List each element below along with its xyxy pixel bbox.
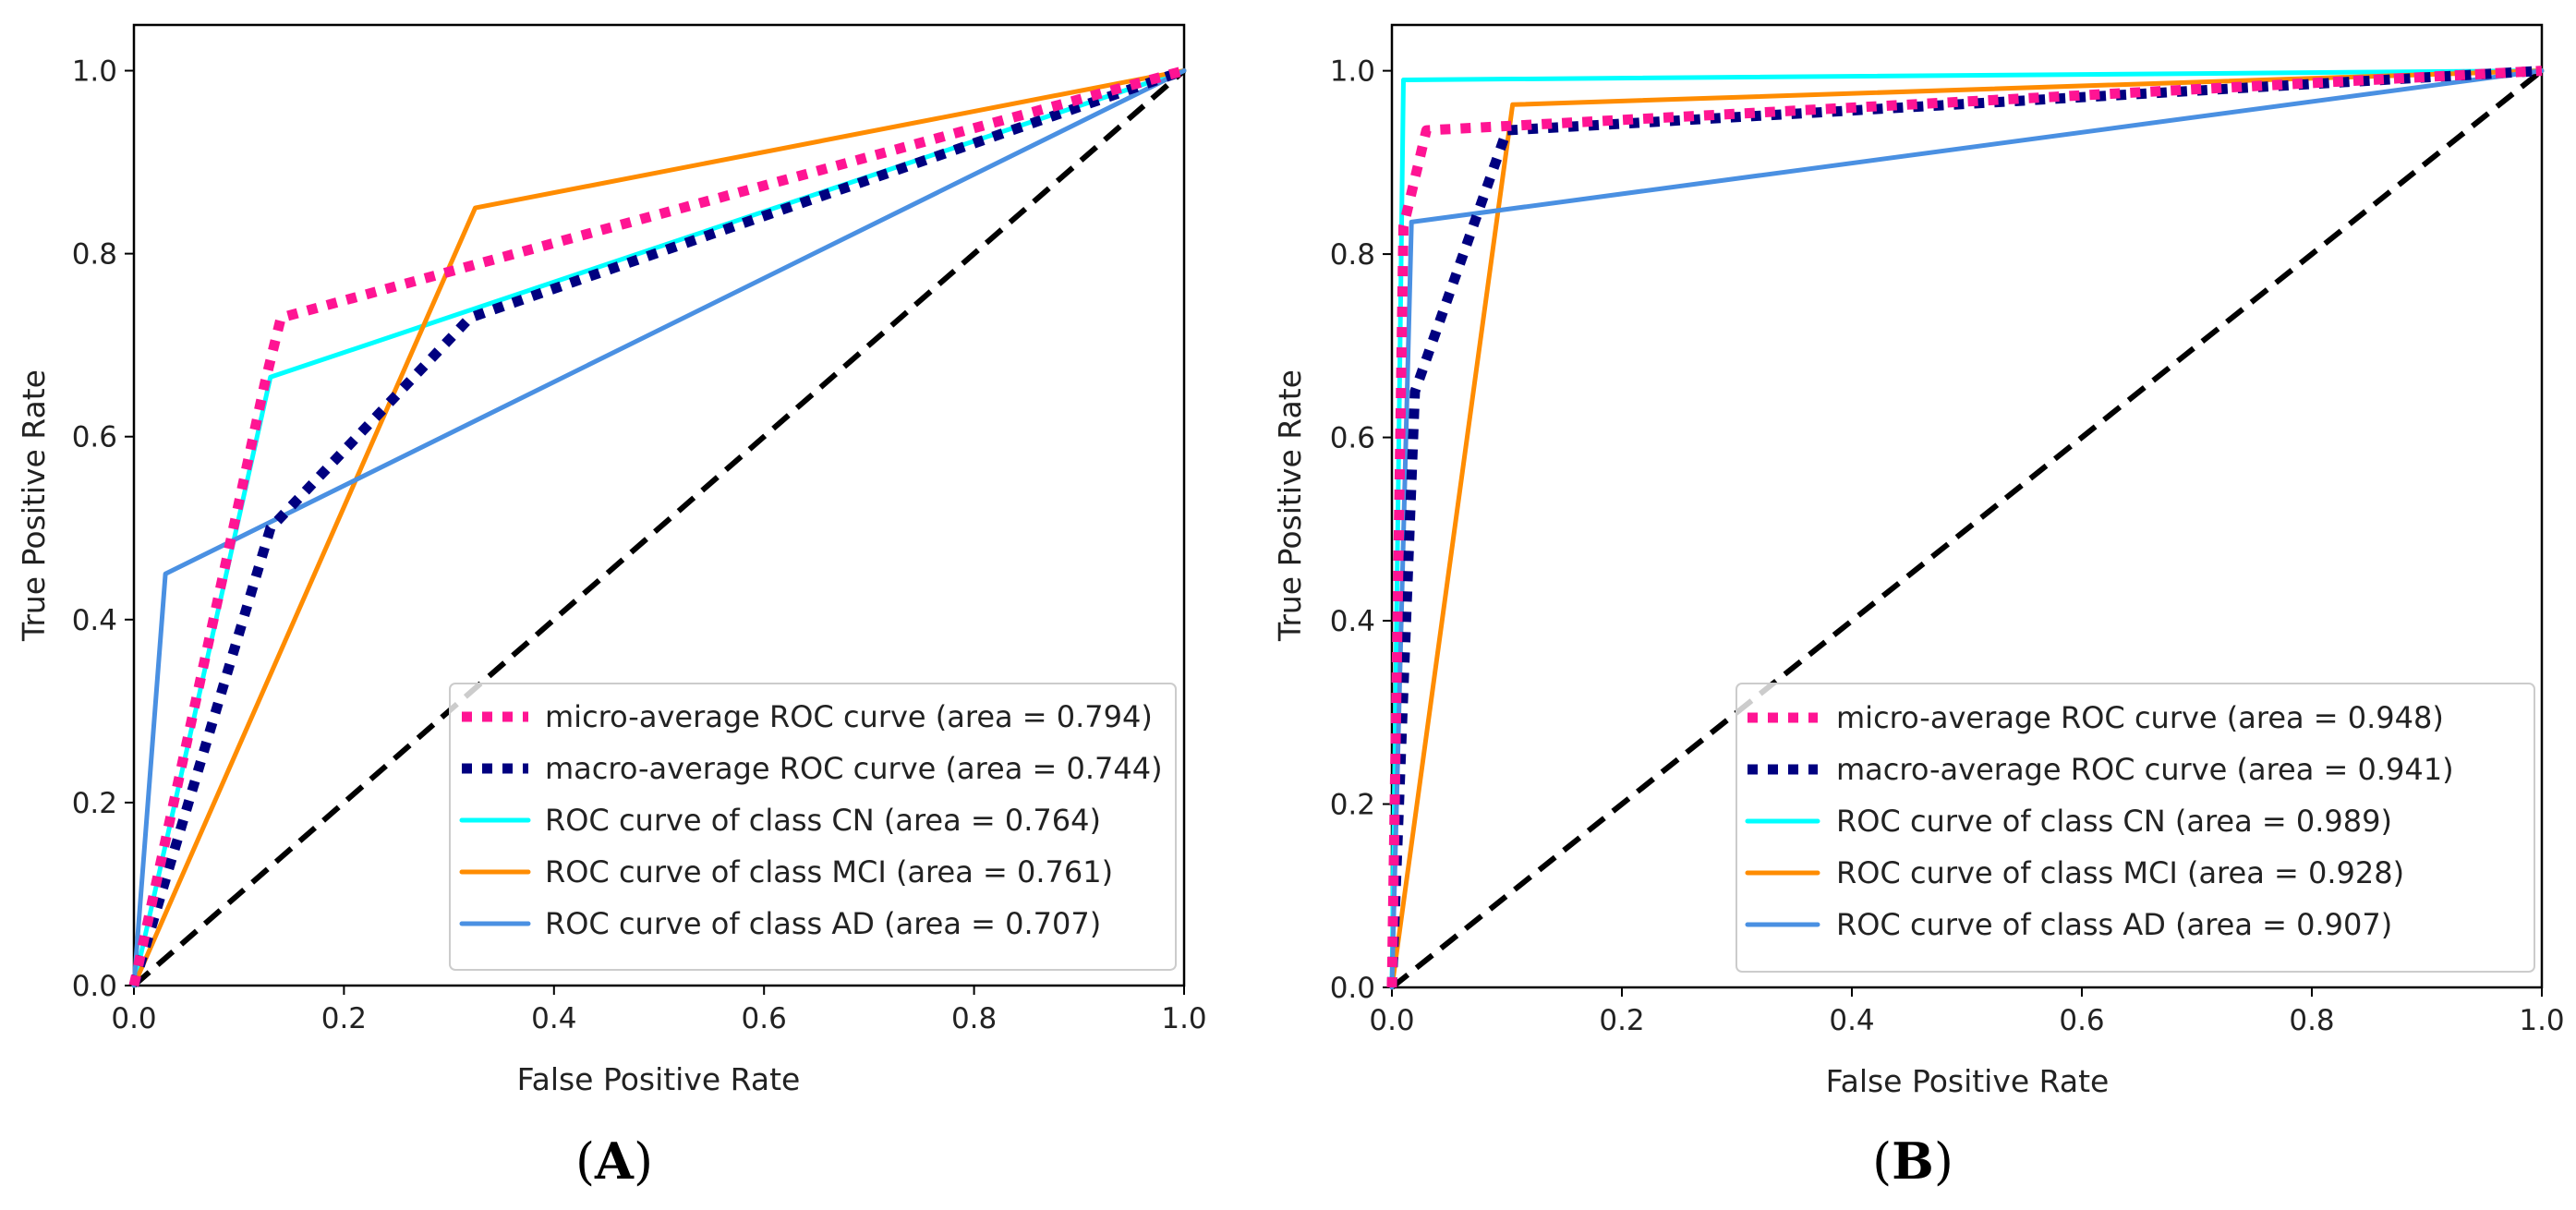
legend-entry-label: macro-average ROC curve (area = 0.744) [545, 751, 1163, 786]
panel-a-label: (A) [575, 1131, 653, 1191]
x-tick-label: 0.6 [2059, 1004, 2104, 1037]
roc-series-4 [131, 68, 1187, 988]
x-tick-label: 0.2 [1599, 1004, 1644, 1037]
y-tick-label: 0.8 [1330, 238, 1375, 272]
panel-a-xlabel: False Positive Rate [517, 1061, 801, 1097]
legend-entry-label: ROC curve of class MCI (area = 0.761) [545, 854, 1113, 889]
y-tick-label: 0.6 [72, 421, 117, 454]
panel-b-grid-ticks: 0.0 0.2 0.4 0.6 0.8 1.0 0.0 0.2 0.4 0.6 0.8 1.0 [1330, 55, 2565, 1037]
y-tick-label: 0.4 [1330, 605, 1375, 638]
legend-entry-label: ROC curve of class CN (area = 0.989) [1836, 804, 2392, 839]
y-tick-label: 0.2 [1330, 789, 1375, 822]
panel-b-curves [1386, 66, 2545, 990]
x-tick-label: 0.0 [1369, 1004, 1414, 1037]
y-tick-label: 0.2 [72, 787, 117, 820]
y-tick-label: 0.4 [72, 604, 117, 637]
x-tick-label: 0.0 [111, 1002, 156, 1035]
panel-a-grid-ticks: 0.0 0.2 0.4 0.6 0.8 1.0 0.0 0.2 0.4 0.6 0.8 1.0 [72, 55, 1207, 1035]
panel-a-curves [128, 66, 1187, 988]
panel-b-label-letter: B [1892, 1131, 1934, 1191]
x-tick-label: 0.6 [742, 1002, 787, 1035]
panel-a: 0.0 0.2 0.4 0.6 0.8 1.0 0.0 0.2 0.4 0.6 0.8 1.0 mic… [16, 23, 1207, 1191]
x-tick-label: 0.8 [951, 1002, 997, 1035]
x-tick-label: 1.0 [1161, 1002, 1206, 1035]
panel-b-label: (B) [1872, 1131, 1953, 1191]
y-tick-label: 0.0 [72, 970, 117, 1003]
panel-a-label-letter: A [594, 1131, 635, 1191]
y-tick-label: 1.0 [72, 55, 117, 89]
roc-series-3 [1389, 68, 2545, 990]
roc-series-4 [1389, 68, 2545, 990]
y-tick-label: 1.0 [1330, 55, 1375, 89]
x-tick-label: 0.4 [1829, 1004, 1874, 1037]
legend-entry-label: micro-average ROC curve (area = 0.948) [1836, 700, 2444, 735]
roc-series-5 [131, 68, 1187, 988]
legend-box [1735, 683, 2535, 973]
x-tick-label: 0.4 [531, 1002, 576, 1035]
roc-series-2 [1386, 66, 2543, 988]
legend-entry-label: ROC curve of class MCI (area = 0.928) [1836, 855, 2404, 890]
roc-series-2 [128, 66, 1186, 987]
y-tick-label: 0.0 [1330, 972, 1375, 1005]
panel-b-xlabel: False Positive Rate [1826, 1063, 2110, 1099]
roc-series-5 [1389, 68, 2545, 990]
x-tick-label: 1.0 [2519, 1004, 2564, 1037]
legend-entry-label: ROC curve of class AD (area = 0.707) [545, 906, 1101, 941]
panel-b-legend: micro-average ROC curve (area = 0.948) ma… [1735, 683, 2535, 973]
y-tick-label: 0.6 [1330, 422, 1375, 455]
panel-a-ylabel: True Positive Rate [16, 369, 52, 642]
legend-entry-label: ROC curve of class CN (area = 0.764) [545, 803, 1101, 838]
y-tick-label: 0.8 [72, 238, 117, 272]
chance-diagonal-line [1390, 68, 2544, 990]
legend-entry-label: ROC curve of class AD (area = 0.907) [1836, 907, 2392, 942]
panel-a-legend: micro-average ROC curve (area = 0.794) ma… [449, 683, 1177, 971]
panel-b-ylabel: True Positive Rate [1272, 369, 1308, 642]
chance-diagonal-line [132, 68, 1186, 988]
panel-b: 0.0 0.2 0.4 0.6 0.8 1.0 0.0 0.2 0.4 0.6 0.8 1.0 mic… [1272, 23, 2565, 1191]
x-tick-label: 0.2 [321, 1002, 367, 1035]
legend-box [449, 683, 1177, 971]
legend-entry-label: micro-average ROC curve (area = 0.794) [545, 699, 1153, 734]
legend-entry-label: macro-average ROC curve (area = 0.941) [1836, 752, 2454, 787]
x-tick-label: 0.8 [2289, 1004, 2334, 1037]
roc-series-1 [128, 66, 1186, 987]
